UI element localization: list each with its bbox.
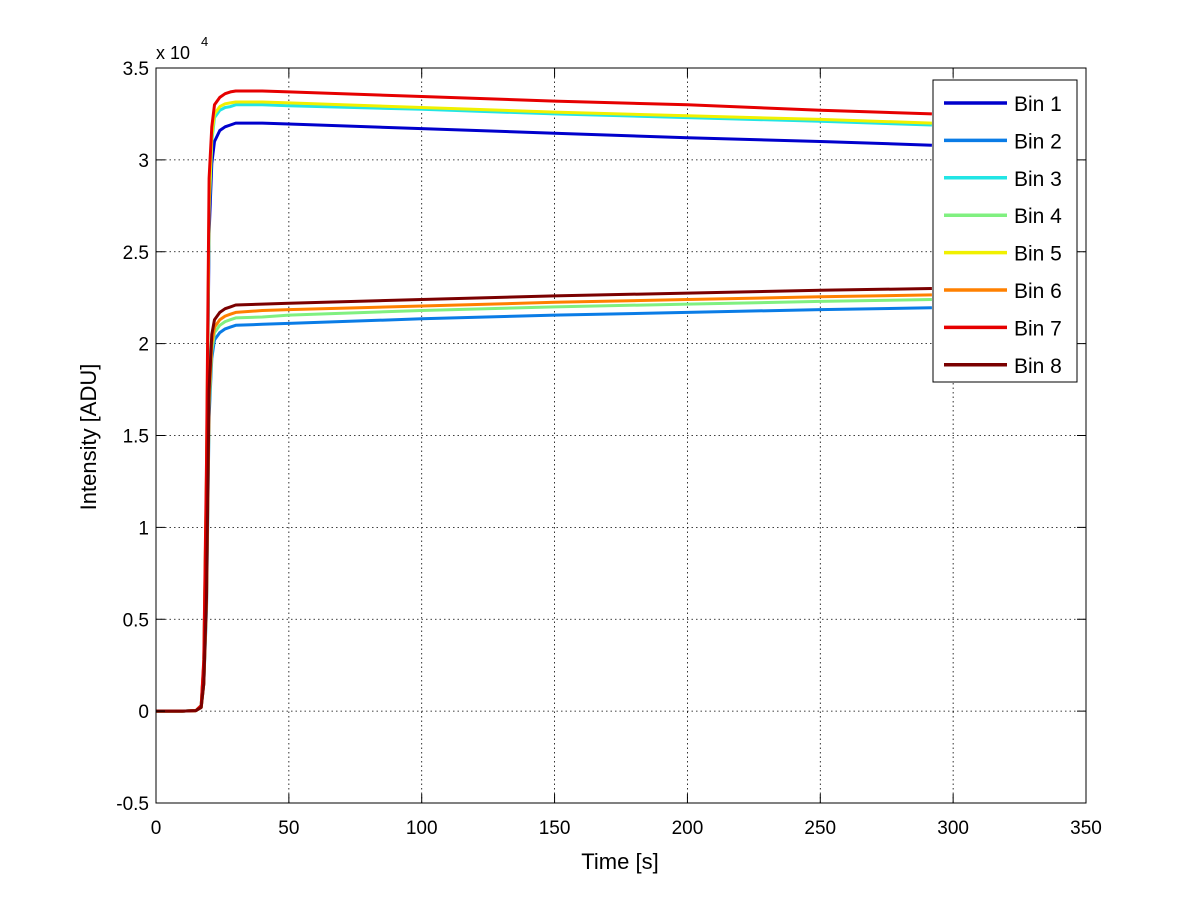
legend-label-bin-3: Bin 3 [1014, 168, 1062, 191]
x-tick-label: 350 [1070, 818, 1102, 839]
x-tick-label: 300 [937, 818, 969, 839]
legend-label-bin-5: Bin 5 [1014, 243, 1062, 266]
y-tick-label: 3.5 [123, 59, 149, 80]
legend-box [932, 79, 1078, 383]
legend-label-bin-4: Bin 4 [1014, 205, 1062, 228]
series-line-bin-8 [156, 287, 932, 713]
grid-lines [156, 68, 1086, 803]
y-tick-label: -0.5 [116, 794, 149, 815]
y-tick-label: 3 [138, 151, 149, 172]
y-tick-label: 0 [138, 702, 149, 723]
y-multiplier-base: x 10 [156, 43, 190, 63]
y-axis-label: Intensity [ADU] [76, 364, 101, 511]
axis-ticks [155, 67, 1087, 804]
y-tick-label: 0.5 [123, 610, 149, 631]
legend: Bin 1 Bin 2 Bin 3 Bin 4 Bin 5 Bin 6 Bin 7 Bin 8 [932, 79, 1078, 383]
y-multiplier-exponent: 4 [201, 34, 208, 49]
legend-label-bin-1: Bin 1 [1014, 93, 1062, 116]
series-lines [156, 89, 932, 713]
legend-label-bin-2: Bin 2 [1014, 130, 1062, 153]
x-tick-label: 100 [406, 818, 438, 839]
x-tick-labels: 0 50 100 150 200 250 300 350 [151, 818, 1102, 839]
y-tick-label: 1.5 [123, 427, 149, 448]
x-tick-label: 0 [151, 818, 162, 839]
y-tick-label: 2.5 [123, 243, 149, 264]
legend-label-bin-7: Bin 7 [1014, 317, 1062, 340]
legend-label-bin-6: Bin 6 [1014, 280, 1062, 303]
y-tick-label: 2 [138, 335, 149, 356]
legend-label-bin-8: Bin 8 [1014, 355, 1062, 378]
x-tick-label: 250 [804, 818, 836, 839]
y-tick-label: 1 [138, 518, 149, 539]
x-tick-label: 200 [672, 818, 704, 839]
x-tick-label: 150 [539, 818, 571, 839]
x-tick-label: 50 [278, 818, 299, 839]
y-tick-labels: -0.5 0 0.5 1 1.5 2 2.5 3 3.5 [116, 59, 149, 815]
x-axis-label: Time [s] [581, 849, 658, 874]
